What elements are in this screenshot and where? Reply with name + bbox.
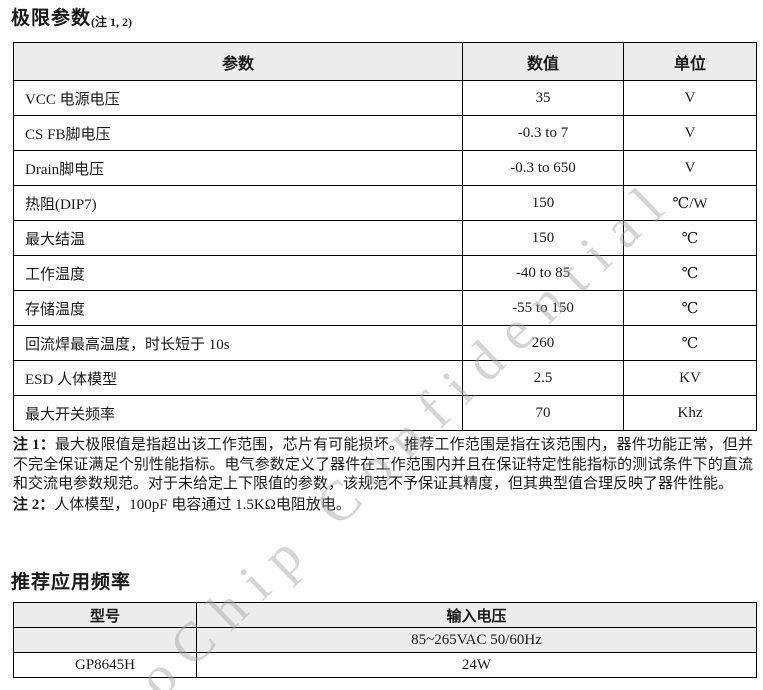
freq-header-model: 型号 [13, 602, 197, 628]
table-row: GP8645H 24W [13, 652, 757, 678]
limits-header-row: 参数 数值 单位 [13, 42, 757, 81]
note-1-label: 注 1： [13, 437, 55, 453]
footnotes: 注 1：最大极限值是指超出该工作范围，芯片有可能损坏。推荐工作范围是指在该范围内… [13, 436, 753, 515]
unit-cell: V [623, 115, 757, 151]
note-2-text: 人体模型，100pF 电容通过 1.5KΩ电阻放电。 [54, 496, 351, 513]
unit-cell: ℃ [623, 290, 757, 326]
param-cell: 存储温度 [13, 290, 463, 326]
unit-cell: ℃ [623, 325, 757, 361]
limits-title-note: (注 1, 2) [91, 15, 133, 29]
table-row: 最大结温 150 ℃ [13, 220, 757, 256]
model-cell: GP8645H [13, 652, 197, 678]
table-row: 工作温度 -40 to 85 ℃ [13, 255, 757, 291]
param-cell: 最大结温 [13, 220, 463, 256]
param-cell: 回流焊最高温度，时长短于 10s [13, 325, 463, 361]
limits-title-text: 极限参数 [11, 8, 92, 29]
limits-header-unit: 单位 [623, 42, 757, 81]
input-cell: 24W [196, 652, 757, 678]
value-cell: -0.3 to 650 [462, 150, 624, 186]
value-cell: 150 [462, 220, 624, 256]
limits-table: 参数 数值 单位 VCC 电源电压 35 V CS FB脚电压 -0.3 to … [13, 42, 757, 431]
unit-cell: V [623, 150, 757, 186]
unit-cell: Khz [623, 395, 757, 431]
table-row: 回流焊最高温度，时长短于 10s 260 ℃ [13, 325, 757, 361]
table-row: 热阻(DIP7) 150 ℃/W [13, 185, 757, 221]
table-row: Drain脚电压 -0.3 to 650 V [13, 150, 757, 186]
value-cell: 150 [462, 185, 624, 221]
note-1: 注 1：最大极限值是指超出该工作范围，芯片有可能损坏。推荐工作范围是指在该范围内… [13, 436, 753, 495]
param-cell: 最大开关频率 [13, 395, 463, 431]
param-cell: 工作温度 [13, 255, 463, 291]
model-cell [13, 627, 197, 653]
unit-cell: ℃ [623, 255, 757, 291]
table-row: CS FB脚电压 -0.3 to 7 V [13, 115, 757, 151]
param-cell: ESD 人体模型 [13, 360, 463, 396]
freq-header-row: 型号 输入电压 [13, 602, 757, 628]
param-cell: CS FB脚电压 [13, 115, 463, 151]
freq-header-input: 输入电压 [196, 602, 757, 628]
limits-header-param: 参数 [13, 42, 463, 81]
param-cell: Drain脚电压 [13, 150, 463, 186]
param-cell: 热阻(DIP7) [13, 185, 463, 221]
table-row: 存储温度 -55 to 150 ℃ [13, 290, 757, 326]
value-cell: -40 to 85 [462, 255, 624, 291]
unit-cell: ℃/W [623, 185, 757, 221]
input-cell: 85~265VAC 50/60Hz [196, 627, 757, 653]
param-cell: VCC 电源电压 [13, 80, 463, 116]
value-cell: -55 to 150 [462, 290, 624, 326]
unit-cell: KV [623, 360, 757, 396]
freq-table: 型号 输入电压 85~265VAC 50/60Hz GP8645H 24W [13, 602, 757, 678]
note-1-text: 最大极限值是指超出该工作范围，芯片有可能损坏。推荐工作范围是指在该范围内，器件功… [13, 437, 753, 492]
table-row: 85~265VAC 50/60Hz [13, 627, 757, 653]
freq-section-title: 推荐应用频率 [11, 572, 132, 593]
table-row: VCC 电源电压 35 V [13, 80, 757, 116]
value-cell: 35 [462, 80, 624, 116]
value-cell: -0.3 to 7 [462, 115, 624, 151]
value-cell: 70 [462, 395, 624, 431]
value-cell: 2.5 [462, 360, 624, 396]
table-row: ESD 人体模型 2.5 KV [13, 360, 757, 396]
table-row: 最大开关频率 70 Khz [13, 395, 757, 431]
unit-cell: V [623, 80, 757, 116]
limits-section-title: 极限参数(注 1, 2) [0, 0, 763, 34]
limits-header-value: 数值 [462, 42, 624, 81]
note-2-label: 注 2： [13, 496, 55, 513]
unit-cell: ℃ [623, 220, 757, 256]
value-cell: 260 [462, 325, 624, 361]
note-2: 注 2：人体模型，100pF 电容通过 1.5KΩ电阻放电。 [13, 496, 753, 516]
